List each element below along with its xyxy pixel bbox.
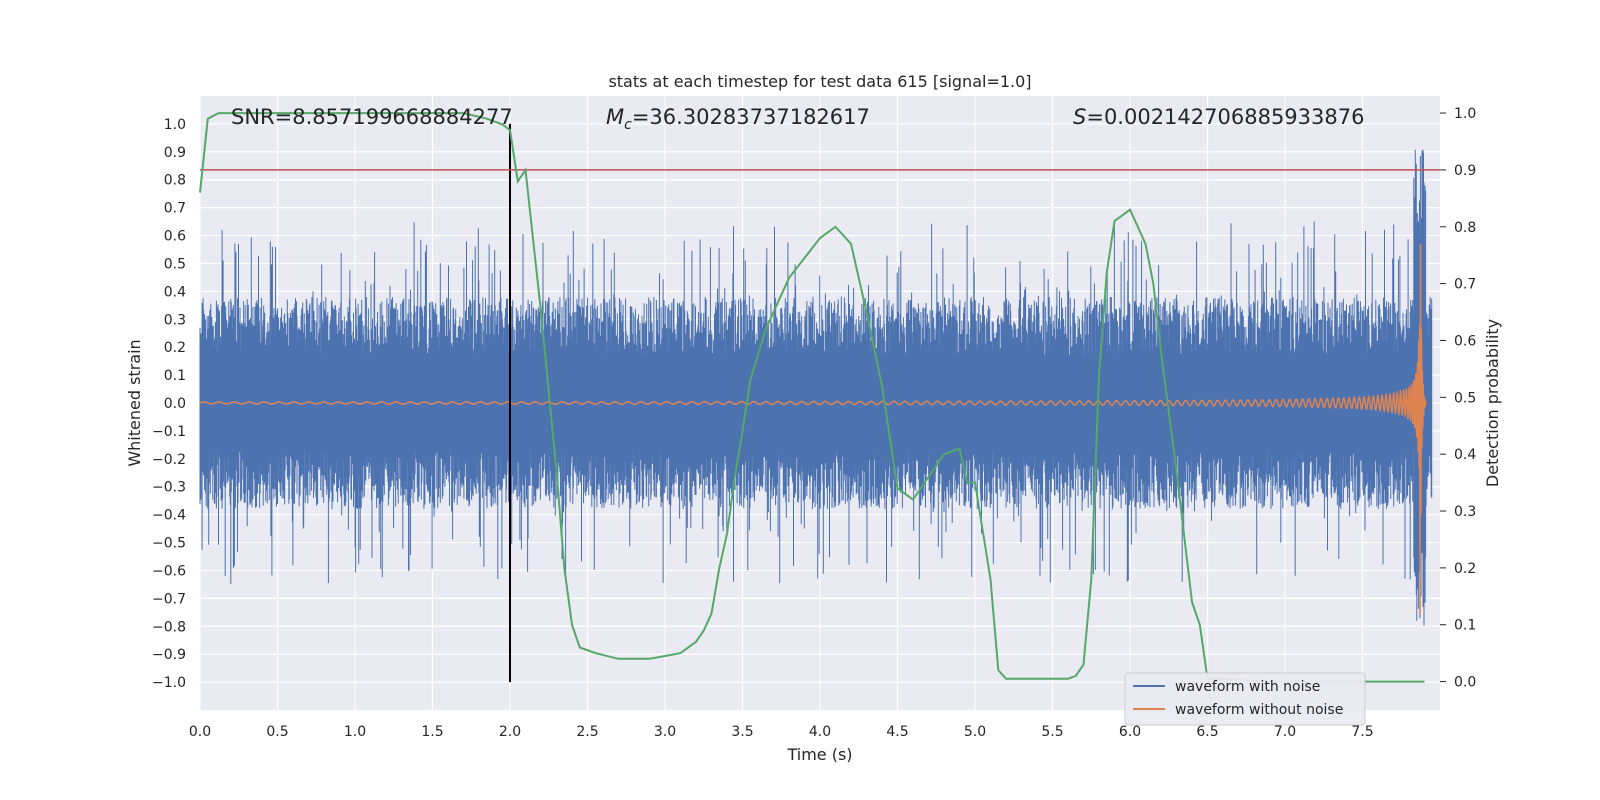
y-tick-label: 0.6 bbox=[164, 229, 186, 245]
clean-chirp-trace bbox=[199, 243, 1427, 616]
y-tick-label: 1.0 bbox=[164, 117, 186, 133]
y-tick-label: 0.5 bbox=[164, 256, 186, 272]
y-tick-label: −0.7 bbox=[152, 591, 186, 607]
legend-label-noise: waveform with noise bbox=[1175, 679, 1320, 695]
x-tick-label: 6.5 bbox=[1196, 724, 1218, 740]
x-tick-label: 7.5 bbox=[1351, 724, 1373, 740]
x-tick-labels: 0.0 0.5 1.0 1.5 2.0 2.5 3.0 3.5 4.0 4.5 5.0 5.5 6.0 6… bbox=[189, 724, 1374, 740]
y2-tick-label: 0.8 bbox=[1454, 220, 1476, 236]
y-tick-label: 0.8 bbox=[164, 173, 186, 189]
y-tick-label: −0.6 bbox=[152, 563, 186, 579]
y-tick-label: −0.2 bbox=[152, 452, 186, 468]
x-tick-label: 3.5 bbox=[731, 724, 753, 740]
y-tick-label: −0.3 bbox=[152, 480, 186, 496]
detection-probability-line bbox=[199, 112, 1425, 683]
y-tick-label: −0.5 bbox=[152, 536, 186, 552]
x-tick-label: 0.0 bbox=[189, 724, 211, 740]
y2-tick-label: 0.6 bbox=[1454, 333, 1476, 349]
y-tick-label: 0.3 bbox=[164, 312, 186, 328]
legend-label-clean: waveform without noise bbox=[1175, 702, 1343, 718]
y-tick-label: −1.0 bbox=[152, 675, 186, 691]
y2-tick-label: 0.9 bbox=[1454, 163, 1476, 179]
y-tick-label: −0.1 bbox=[152, 424, 186, 440]
y-tick-label: 0.1 bbox=[164, 368, 186, 384]
x-tick-label: 5.0 bbox=[964, 724, 986, 740]
x-tick-label: 5.5 bbox=[1041, 724, 1063, 740]
y2-tick-label: 1.0 bbox=[1454, 106, 1476, 122]
legend-box bbox=[1124, 672, 1366, 726]
y2-tick-label: 0.7 bbox=[1454, 277, 1476, 293]
x-tick-label: 0.5 bbox=[266, 724, 288, 740]
y-tick-label: −0.8 bbox=[152, 619, 186, 635]
y2-tick-label: 0.4 bbox=[1454, 447, 1476, 463]
y2-tick-label: 0.3 bbox=[1454, 504, 1476, 520]
y2-tick-labels: 1.0 0.9 0.8 0.7 0.6 0.5 0.4 0.3 0.2 0.1 0.0 bbox=[1440, 106, 1476, 691]
x-tick-label: 6.0 bbox=[1119, 724, 1141, 740]
y-tick-labels: 1.0 0.9 0.8 0.7 0.6 0.5 0.4 0.3 0.2 0.1 0.0 −0.1 −0.… bbox=[152, 117, 186, 691]
chirp-mass-symbol: M bbox=[606, 105, 624, 129]
x-axis-label: Time (s) bbox=[786, 745, 852, 764]
x-tick-label: 3.0 bbox=[654, 724, 676, 740]
x-tick-label: 7.0 bbox=[1274, 724, 1296, 740]
y-axis-label: Whitened strain bbox=[125, 339, 144, 466]
y-tick-label: 0.0 bbox=[164, 396, 186, 412]
s-symbol: S bbox=[1073, 105, 1086, 129]
y2-tick-label: 0.5 bbox=[1454, 390, 1476, 406]
x-tick-label: 2.0 bbox=[499, 724, 521, 740]
y-tick-label: −0.9 bbox=[152, 647, 186, 663]
chart-title: stats at each timestep for test data 615… bbox=[608, 72, 1031, 91]
waveform-with-noise-series bbox=[199, 149, 1433, 626]
chirp-mass-subscript: c bbox=[624, 117, 632, 133]
waveform-without-noise-series bbox=[199, 243, 1427, 616]
y2-axis-label: Detection probability bbox=[1483, 319, 1502, 487]
y-tick-label: 0.4 bbox=[164, 284, 186, 300]
s-value: =0.002142706885933876 bbox=[1086, 105, 1364, 129]
y-tick-label: −0.4 bbox=[152, 508, 186, 524]
s-annotation: S=0.002142706885933876 bbox=[1073, 105, 1364, 129]
y-tick-label: 0.2 bbox=[164, 340, 186, 356]
legend: waveform with noise waveform without noi… bbox=[1124, 672, 1366, 726]
y-tick-label: 0.7 bbox=[164, 201, 186, 217]
x-tick-label: 2.5 bbox=[576, 724, 598, 740]
snr-annotation: SNR=8.857199668884277 bbox=[231, 105, 513, 129]
noise-trace bbox=[199, 149, 1433, 626]
y-tick-label: 0.9 bbox=[164, 145, 186, 161]
x-tick-label: 1.0 bbox=[344, 724, 366, 740]
x-tick-label: 1.5 bbox=[421, 724, 443, 740]
y2-tick-label: 0.2 bbox=[1454, 561, 1476, 577]
chirp-mass-annotation: Mc=36.30283737182617 bbox=[606, 105, 870, 133]
y2-tick-label: 0.0 bbox=[1454, 675, 1476, 691]
x-tick-label: 4.0 bbox=[809, 724, 831, 740]
x-tick-label: 4.5 bbox=[886, 724, 908, 740]
y2-tick-label: 0.1 bbox=[1454, 618, 1476, 634]
chirp-mass-value: =36.30283737182617 bbox=[632, 105, 870, 129]
